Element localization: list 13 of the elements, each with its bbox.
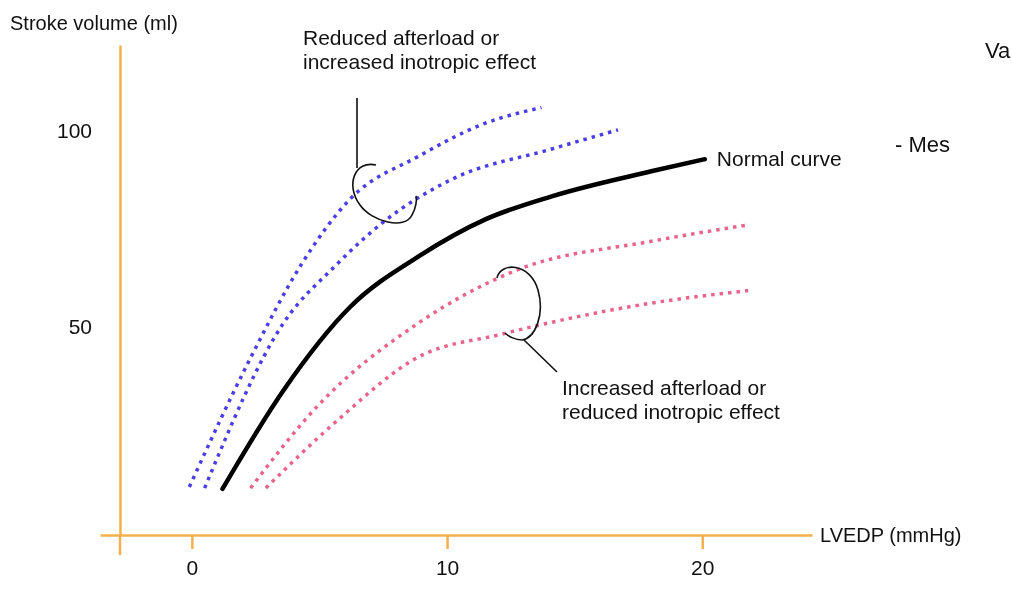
x-tick-label: 0 [186,556,199,580]
series-label: Normal curve [716,147,842,171]
x-tick-label: 20 [691,556,715,580]
line-series [187,105,544,489]
annotation: Increased afterload or reduced inotropic effect [562,376,781,424]
y-tick-label: 50 [68,314,92,338]
y-axis-title: Stroke volume (ml) [10,12,178,34]
x-axis-title: LVEDP (mmHg) [820,524,962,546]
x-tick-label: 10 [435,556,460,580]
text: - Mes [895,132,950,157]
text: Va [985,38,1012,63]
annotation: Reduced afterload or increased inotropic effect [303,26,537,74]
y-tick-label: 100 [56,119,92,143]
